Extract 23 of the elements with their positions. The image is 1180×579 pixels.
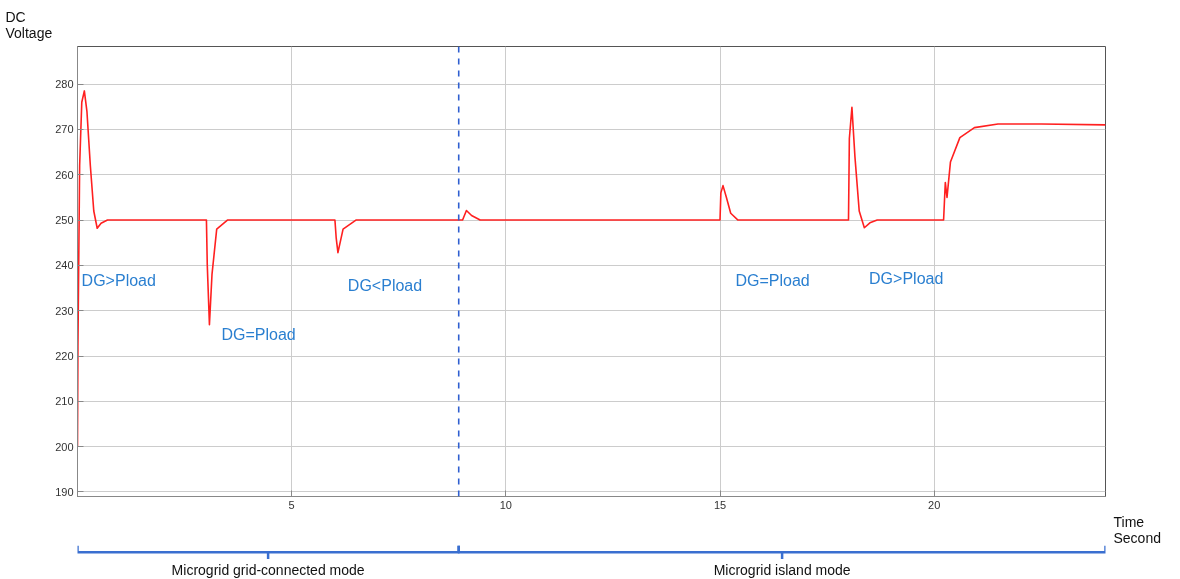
y-tick-label: 200 bbox=[55, 440, 74, 453]
y-tick-label: 250 bbox=[55, 214, 74, 227]
x-tick-label: 20 bbox=[928, 498, 941, 511]
y-tick-label: 230 bbox=[55, 304, 74, 317]
y-axis-title: DC Voltage bbox=[5, 8, 53, 41]
x-axis-title: Time Second bbox=[1113, 513, 1161, 546]
text: Microgrid island mode bbox=[713, 561, 851, 578]
annotation: DG<Pload bbox=[347, 276, 423, 294]
annotation: DG=Pload bbox=[735, 272, 810, 289]
x-tick-label: 10 bbox=[499, 498, 512, 511]
annotation: DG>Pload bbox=[81, 272, 156, 289]
y-tick-label: 260 bbox=[55, 168, 74, 181]
x-tick-label: 5 bbox=[288, 498, 295, 511]
annotation: DG=Pload bbox=[221, 326, 296, 343]
y-tick-label: 240 bbox=[55, 259, 74, 272]
y-tick-label: 220 bbox=[55, 350, 74, 363]
x-tick-label: 15 bbox=[713, 498, 727, 511]
annotation: DG>Pload bbox=[869, 269, 944, 287]
y-tick-label: 190 bbox=[55, 485, 74, 498]
y-tick-label: 210 bbox=[55, 395, 74, 408]
text: Microgrid grid-connected mode bbox=[171, 561, 365, 578]
y-tick-label: 270 bbox=[55, 123, 74, 136]
y-tick-label: 280 bbox=[55, 78, 74, 91]
